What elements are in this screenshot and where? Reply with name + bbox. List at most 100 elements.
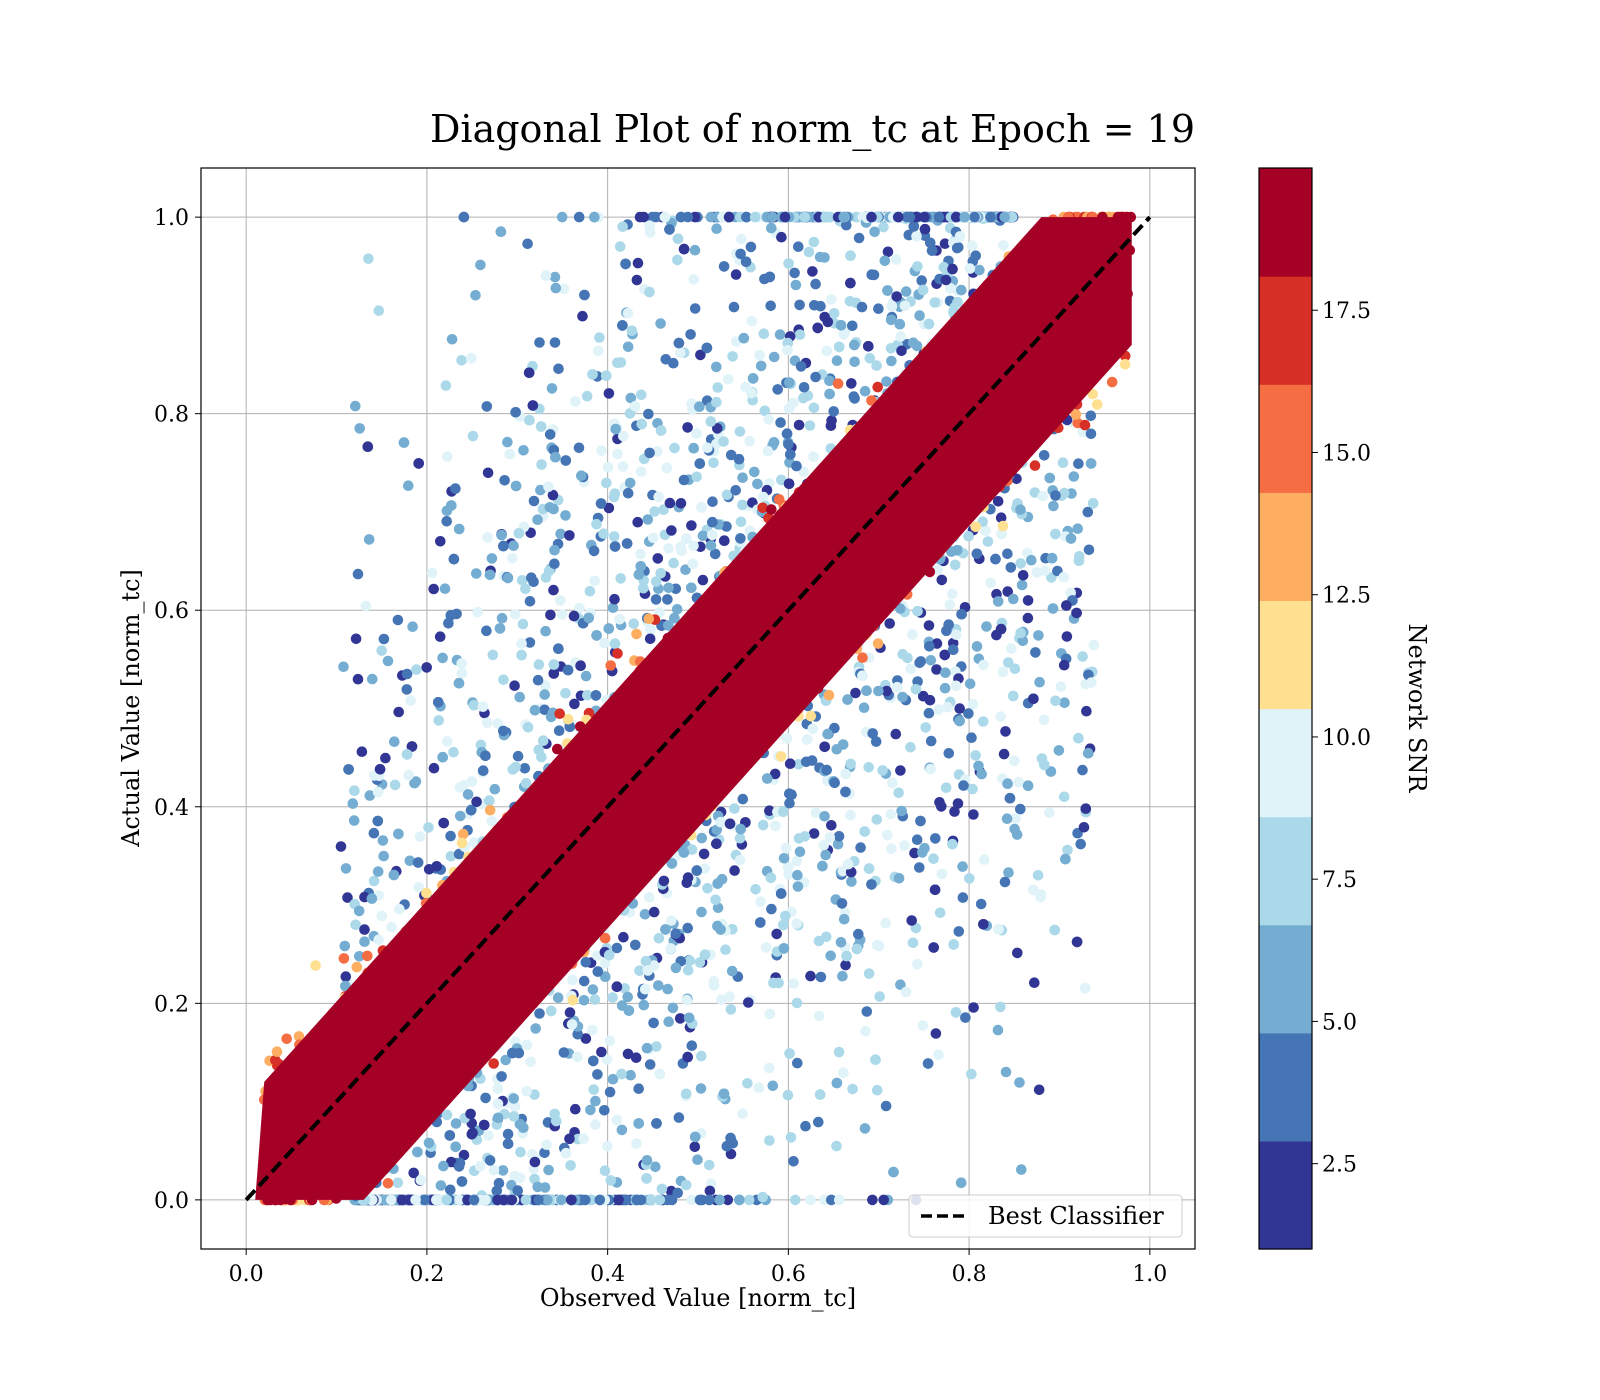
data-point bbox=[957, 861, 968, 872]
data-point bbox=[995, 623, 1007, 635]
data-point bbox=[1115, 295, 1127, 307]
data-point bbox=[895, 765, 906, 776]
data-point bbox=[823, 621, 835, 633]
data-point bbox=[419, 1194, 430, 1206]
data-point bbox=[351, 961, 363, 973]
data-point bbox=[950, 211, 962, 223]
data-point bbox=[767, 211, 778, 223]
data-point bbox=[662, 632, 674, 644]
data-point bbox=[686, 1040, 698, 1051]
data-point bbox=[587, 1024, 598, 1036]
data-point bbox=[428, 1019, 439, 1031]
data-point bbox=[791, 918, 802, 929]
data-point bbox=[289, 1177, 301, 1188]
data-point bbox=[533, 659, 545, 670]
data-point bbox=[1050, 695, 1061, 707]
data-point bbox=[644, 447, 655, 459]
data-point bbox=[734, 1194, 745, 1206]
data-point bbox=[775, 888, 787, 899]
data-point bbox=[826, 820, 837, 831]
data-point bbox=[1056, 236, 1068, 248]
data-point bbox=[580, 1033, 592, 1044]
data-point bbox=[709, 548, 721, 560]
data-point bbox=[734, 832, 746, 844]
data-point bbox=[350, 633, 362, 645]
data-point bbox=[540, 270, 552, 281]
colorbar-tick-label: 2.5 bbox=[1322, 1153, 1357, 1178]
data-point bbox=[293, 1031, 305, 1042]
data-point bbox=[733, 453, 745, 465]
data-point bbox=[845, 809, 856, 821]
data-point bbox=[363, 1108, 375, 1119]
data-point bbox=[1061, 600, 1072, 611]
data-point bbox=[543, 481, 554, 493]
y-axis-label: Actual Value [norm_tc] bbox=[117, 569, 145, 848]
data-point bbox=[622, 487, 634, 499]
data-point bbox=[842, 610, 853, 622]
data-point bbox=[1016, 579, 1028, 591]
data-point bbox=[1080, 803, 1092, 814]
legend: Best Classifier bbox=[908, 1194, 1183, 1238]
data-point bbox=[964, 873, 975, 884]
data-point bbox=[486, 911, 498, 923]
data-point bbox=[1061, 631, 1073, 642]
data-point bbox=[853, 232, 865, 244]
data-point bbox=[390, 1106, 402, 1118]
data-point bbox=[338, 953, 350, 964]
data-point bbox=[640, 784, 651, 796]
data-point bbox=[408, 1167, 420, 1179]
data-point bbox=[1097, 211, 1108, 223]
data-point bbox=[669, 612, 680, 624]
data-point bbox=[530, 1023, 541, 1034]
data-point bbox=[894, 318, 906, 330]
data-point bbox=[298, 1093, 309, 1105]
data-point bbox=[708, 457, 719, 469]
colorbar-segment bbox=[1259, 492, 1312, 601]
data-point bbox=[653, 933, 665, 944]
data-point bbox=[704, 1185, 716, 1197]
data-point bbox=[380, 752, 391, 764]
data-point bbox=[376, 910, 388, 922]
data-point bbox=[623, 1005, 635, 1016]
data-point bbox=[670, 962, 682, 974]
data-point bbox=[912, 959, 923, 970]
data-point bbox=[995, 711, 1006, 722]
data-point bbox=[618, 814, 629, 825]
data-point bbox=[849, 356, 860, 368]
data-point bbox=[680, 1179, 692, 1191]
data-point bbox=[643, 613, 655, 624]
data-point bbox=[979, 308, 990, 319]
data-point bbox=[549, 544, 560, 556]
data-point bbox=[674, 1013, 686, 1024]
data-point bbox=[724, 818, 736, 830]
data-point bbox=[582, 689, 593, 701]
data-point bbox=[908, 495, 919, 506]
data-point bbox=[752, 478, 763, 490]
data-point bbox=[652, 553, 664, 564]
data-point bbox=[1033, 418, 1044, 430]
data-point bbox=[689, 1141, 701, 1153]
data-point bbox=[274, 1071, 285, 1082]
data-point bbox=[931, 371, 942, 382]
data-point bbox=[917, 1020, 929, 1031]
data-point bbox=[641, 1155, 653, 1166]
data-point bbox=[974, 454, 986, 466]
data-point bbox=[421, 662, 433, 673]
colorbar-tick-label: 7.5 bbox=[1322, 868, 1357, 893]
data-point bbox=[848, 640, 860, 651]
data-point bbox=[431, 1194, 442, 1206]
data-point bbox=[1010, 813, 1021, 824]
data-point bbox=[1026, 348, 1037, 359]
data-point bbox=[456, 1176, 468, 1187]
data-point bbox=[448, 746, 459, 758]
data-point bbox=[432, 943, 444, 954]
data-point bbox=[729, 865, 740, 876]
data-point bbox=[1023, 431, 1034, 443]
data-point bbox=[611, 1114, 623, 1126]
data-point bbox=[492, 1194, 503, 1206]
data-point bbox=[791, 614, 803, 625]
data-point bbox=[557, 806, 569, 817]
data-point bbox=[826, 294, 837, 305]
data-point bbox=[923, 707, 935, 719]
data-point bbox=[727, 653, 739, 665]
